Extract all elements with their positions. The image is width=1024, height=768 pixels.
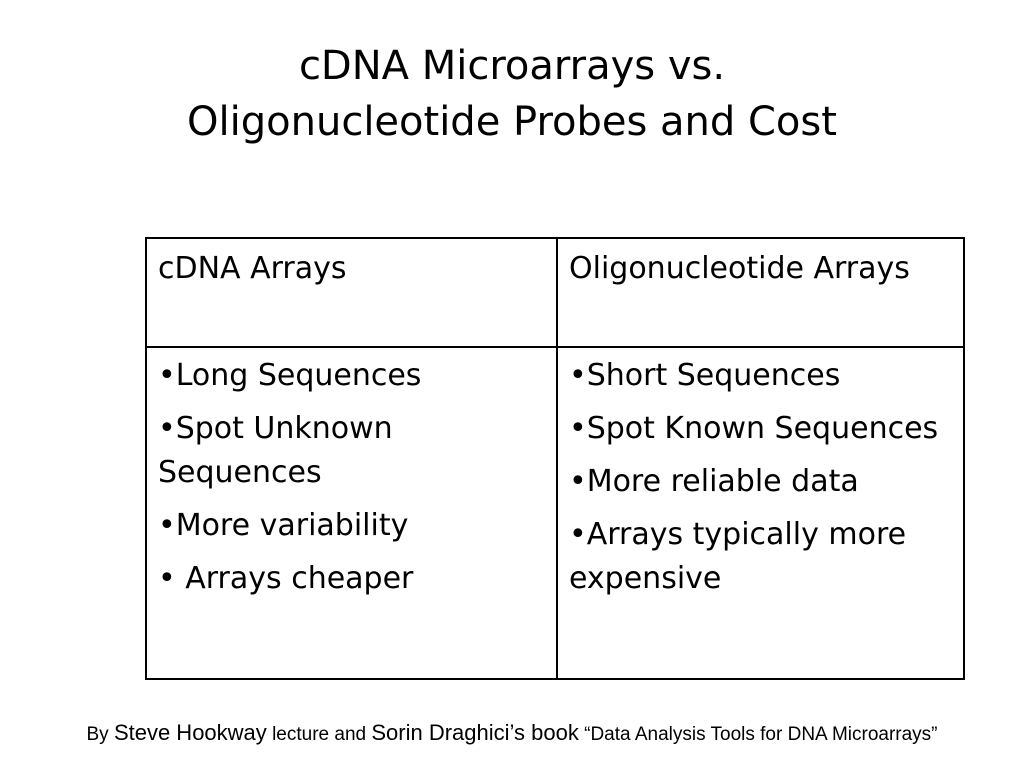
- cdna-arrays-header: cDNA Arrays: [145, 237, 558, 348]
- cdna-bullet-spot-unknown-sequences: •Spot Unknown Sequences: [158, 411, 393, 490]
- comparison-table: cDNA Arrays Oligonucleotide Arrays •Long…: [145, 237, 965, 680]
- footer-book-title: “Data Analysis Tools for DNA Microarrays…: [578, 724, 938, 745]
- footer-author: Steve Hookway: [113, 720, 267, 745]
- oligo-bullet-short-sequences: •Short Sequences: [569, 358, 841, 393]
- footer-credit: By Steve Hookway lecture and Sorin Dragh…: [0, 720, 1024, 746]
- cdna-arrays-cell: •Long Sequences •Spot Unknown Sequences …: [145, 346, 558, 680]
- oligo-bullet-more-reliable-data: •More reliable data: [569, 464, 859, 499]
- oligo-bullet-spot-known-sequences: •Spot Known Sequences: [569, 411, 939, 446]
- cdna-bullet-arrays-cheaper: • Arrays cheaper: [158, 561, 414, 596]
- table-body-row: •Long Sequences •Spot Unknown Sequences …: [145, 346, 965, 680]
- slide-title-line-2: Oligonucleotide Probes and Cost: [187, 99, 837, 145]
- footer-second-author: Sorin Draghici’s book: [371, 720, 579, 745]
- slide-title: cDNA Microarrays vs. Oligonucleotide Pro…: [0, 38, 1024, 150]
- cdna-bullet-long-sequences: •Long Sequences: [158, 358, 422, 393]
- footer-by: By: [86, 724, 114, 745]
- oligonucleotide-arrays-header: Oligonucleotide Arrays: [556, 237, 965, 348]
- footer-lecture: lecture and: [266, 724, 372, 745]
- oligo-bullet-arrays-more-expensive: •Arrays typically more expensive: [569, 517, 907, 596]
- cdna-bullet-more-variability: •More variability: [158, 508, 409, 543]
- oligonucleotide-arrays-cell: •Short Sequences •Spot Known Sequences •…: [556, 346, 965, 680]
- table-header-row: cDNA Arrays Oligonucleotide Arrays: [145, 237, 965, 348]
- slide-title-line-1: cDNA Microarrays vs.: [298, 43, 726, 89]
